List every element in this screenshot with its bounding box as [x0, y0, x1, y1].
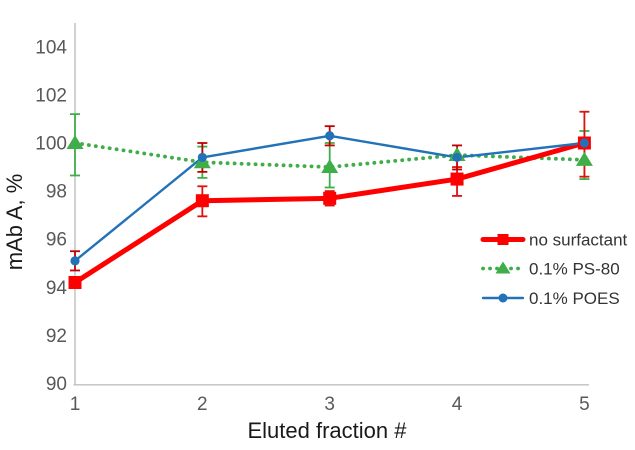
- x-axis-title: Eluted fraction #: [248, 418, 408, 443]
- data-point-marker: [195, 194, 209, 208]
- y-tick-label: 100: [35, 134, 67, 155]
- legend-item-no-surfactant: no surfactant: [480, 231, 628, 250]
- legend-label: 0.1% POES: [529, 289, 620, 308]
- data-point-marker: [579, 138, 590, 148]
- x-tick-label: 1: [70, 394, 81, 415]
- y-tick-label: 94: [46, 278, 68, 299]
- axes: [73, 23, 589, 386]
- series-markers: [66, 131, 593, 289]
- legend-item-0-1-poes: 0.1% POES: [481, 289, 620, 308]
- data-point-marker: [70, 256, 80, 266]
- legend-marker-square: [497, 234, 509, 245]
- y-tick-label: 92: [46, 326, 67, 347]
- legend-label: 0.1% PS-80: [529, 260, 620, 279]
- y-tick-label: 90: [46, 374, 67, 395]
- x-tick-label: 4: [452, 394, 463, 415]
- y-tick-label: 96: [46, 230, 67, 251]
- x-tick-label: 3: [324, 394, 335, 415]
- x-tick-labels: 1 2 3 4 5: [70, 394, 590, 415]
- y-tick-label: 98: [46, 182, 67, 203]
- legend-marker-circle: [498, 293, 508, 303]
- legend-marker-triangle: [495, 261, 511, 274]
- legend-label: no surfactant: [529, 231, 628, 250]
- data-point-marker: [450, 172, 464, 186]
- y-tick-labels: 90 92 94 96 98 100 102 104: [35, 37, 67, 395]
- series-markers-0-1-poes: [70, 131, 590, 266]
- data-point-marker: [323, 191, 337, 205]
- y-tick-label: 104: [35, 37, 67, 58]
- y-tick-label: 102: [35, 85, 67, 106]
- data-point-marker: [66, 135, 84, 149]
- legend: no surfactant 0.1% PS-80 0.1% POES: [480, 231, 628, 308]
- data-point-marker: [325, 131, 335, 141]
- legend-item-0-1-ps-80: 0.1% PS-80: [481, 260, 620, 279]
- data-point-marker: [452, 152, 462, 163]
- x-tick-label: 2: [197, 394, 208, 415]
- x-tick-label: 5: [579, 394, 590, 415]
- data-point-marker: [321, 159, 339, 174]
- data-point-marker: [197, 152, 207, 163]
- y-axis-title: mAb A, %: [2, 174, 27, 271]
- data-point-marker: [575, 151, 593, 166]
- series-line-0-1-ps-80: [73, 141, 587, 169]
- data-point-marker: [68, 275, 82, 289]
